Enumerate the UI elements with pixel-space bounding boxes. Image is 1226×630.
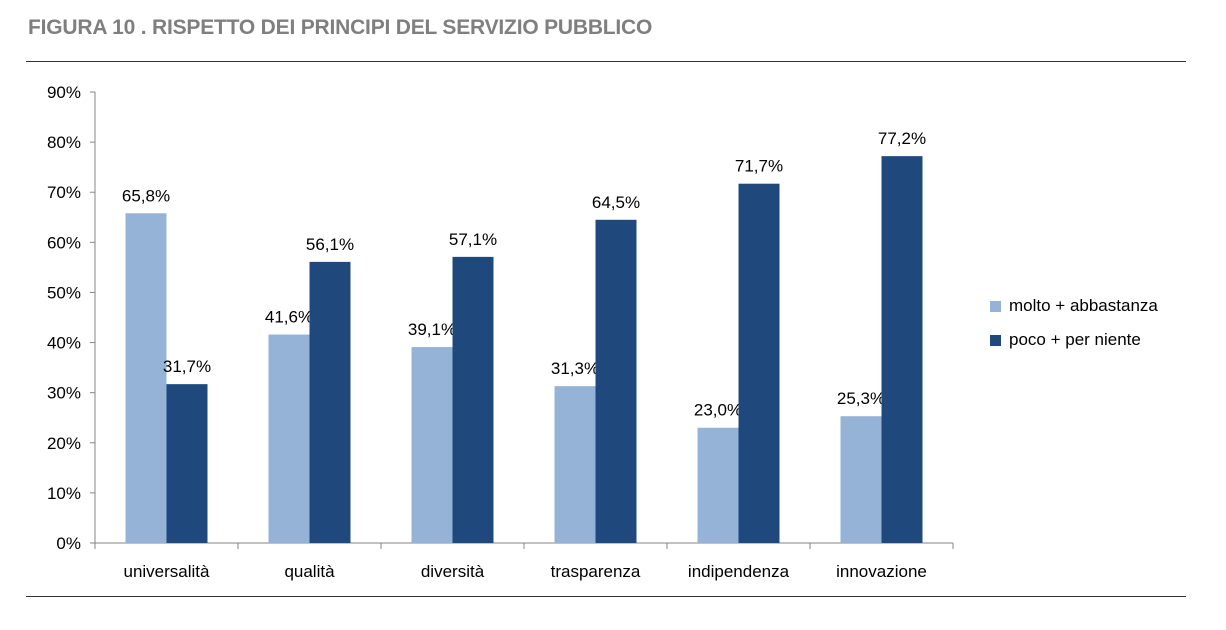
legend-swatch-series-2	[990, 334, 1001, 346]
bar-series-1	[554, 386, 596, 543]
chart-legend: molto + abbastanza poco + per niente	[990, 296, 1158, 364]
data-label: 57,1%	[449, 230, 497, 249]
bottom-divider	[26, 596, 1186, 597]
x-tick-label: indipendenza	[688, 562, 790, 581]
data-label: 23,0%	[694, 401, 742, 420]
x-tick-label: diversità	[421, 562, 485, 581]
bar-series-2	[309, 261, 351, 543]
data-label: 77,2%	[878, 129, 926, 148]
y-tick-label: 60%	[47, 233, 81, 252]
bar-series-1	[125, 213, 167, 543]
y-tick-label: 0%	[56, 534, 81, 553]
bar-series-2	[166, 384, 208, 543]
x-tick-label: qualità	[284, 562, 335, 581]
legend-item-series-1: molto + abbastanza	[990, 296, 1158, 316]
x-tick-label: innovazione	[836, 562, 927, 581]
data-label: 25,3%	[837, 389, 885, 408]
bar-series-1	[268, 334, 310, 543]
data-label: 31,3%	[551, 359, 599, 378]
legend-label-series-2: poco + per niente	[1009, 330, 1141, 349]
bar-series-2	[595, 219, 637, 544]
bar-series-2	[881, 156, 923, 544]
y-tick-label: 20%	[47, 434, 81, 453]
y-tick-label: 90%	[47, 83, 81, 102]
data-label: 64,5%	[592, 193, 640, 212]
data-label: 56,1%	[306, 235, 354, 254]
legend-swatch-series-1	[990, 300, 1001, 312]
bar-series-1	[697, 427, 739, 543]
x-tick-label: trasparenza	[551, 562, 641, 581]
y-tick-label: 10%	[47, 484, 81, 503]
legend-label-series-1: molto + abbastanza	[1009, 296, 1158, 315]
y-tick-label: 80%	[47, 133, 81, 152]
data-label: 41,6%	[265, 308, 313, 327]
top-divider	[26, 61, 1186, 62]
data-label: 65,8%	[122, 186, 170, 205]
y-tick-label: 40%	[47, 334, 81, 353]
bar-series-1	[411, 347, 453, 543]
bar-series-2	[738, 183, 780, 543]
figure-title: FIGURA 10 . RISPETTO DEI PRINCIPI DEL SE…	[28, 16, 653, 39]
y-tick-label: 30%	[47, 384, 81, 403]
y-tick-label: 70%	[47, 183, 81, 202]
data-label: 31,7%	[163, 357, 211, 376]
y-tick-label: 50%	[47, 283, 81, 302]
data-label: 71,7%	[735, 157, 783, 176]
bar-series-2	[452, 256, 494, 543]
data-label: 39,1%	[408, 320, 456, 339]
bar-series-1	[840, 416, 882, 543]
x-tick-label: universalità	[124, 562, 211, 581]
legend-item-series-2: poco + per niente	[990, 330, 1158, 350]
